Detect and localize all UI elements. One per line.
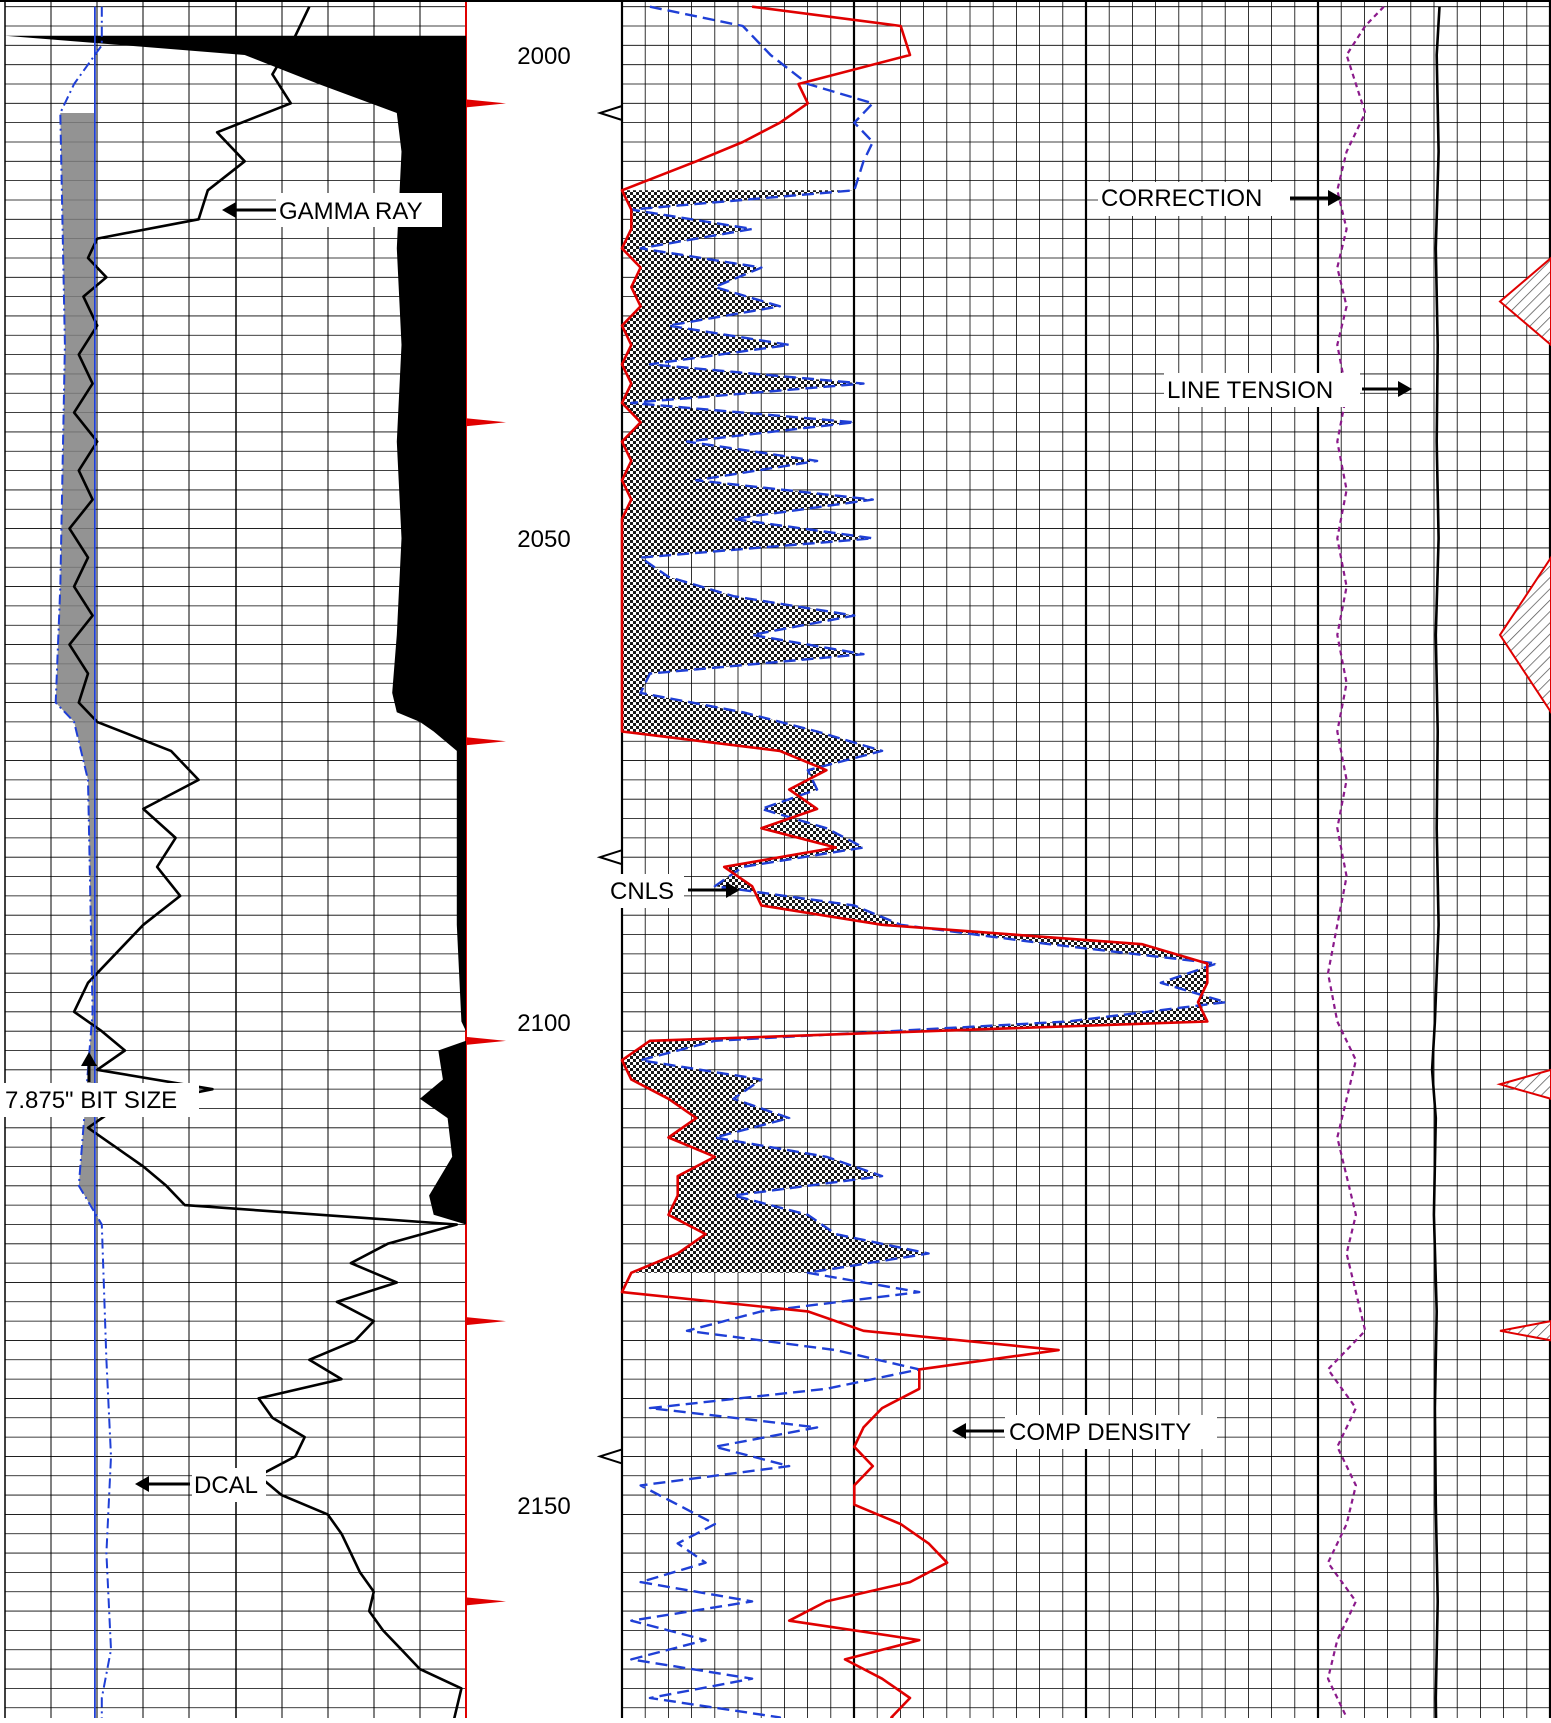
right-edge-fill-3 [1499, 1320, 1551, 1342]
cnls-callout: CNLS [608, 874, 740, 908]
depth-label-2100: 2100 [517, 1010, 570, 1037]
depth-labels: 2000 2050 2100 2150 [517, 43, 570, 1520]
cnls-curve [630, 5, 1227, 1723]
comp-density-label: COMP DENSITY [1009, 1419, 1191, 1446]
curves [54, 5, 1441, 1723]
red-depth-marker [466, 99, 506, 108]
red-depth-marker [466, 418, 506, 427]
right-edge-fill-2 [1496, 1068, 1551, 1100]
black-depth-marker [596, 1448, 623, 1465]
red-depth-marker [466, 737, 506, 746]
dcal-callout: DCAL [135, 1468, 266, 1502]
depth-label-2000: 2000 [517, 43, 570, 70]
red-depth-marker [466, 1597, 506, 1606]
correction-label: CORRECTION [1101, 185, 1262, 212]
red-depth-marker [466, 1317, 506, 1326]
line_tension-curve [1430, 6, 1441, 1723]
depth-label-2050: 2050 [517, 526, 570, 553]
bit-size-label: 7.875" BIT SIZE [5, 1087, 177, 1114]
right-edge-fill-1 [1498, 555, 1551, 715]
correction-curve [1326, 5, 1385, 1723]
depth-markers [466, 99, 623, 1606]
track2-grid [620, 0, 1551, 1718]
callouts: GAMMA RAY 7.875" BIT SIZE DCAL CNLS [3, 182, 1412, 1502]
gamma-ray-callout: GAMMA RAY [222, 193, 442, 227]
comp_density-curve [620, 5, 1209, 1723]
line-tension-label: LINE TENSION [1167, 377, 1333, 404]
caliper-fill [55, 113, 102, 1225]
crossover-fill [622, 190, 1226, 1273]
dcal-curve [54, 6, 112, 1723]
depth-label-2150: 2150 [517, 1493, 570, 1520]
right-edge-fill-0 [1498, 256, 1551, 347]
bit-size-callout: 7.875" BIT SIZE [3, 1052, 199, 1117]
fills [5, 35, 1551, 1342]
black-depth-marker [596, 849, 623, 866]
line-tension-callout: LINE TENSION [1164, 373, 1412, 407]
gamma-ray-label: GAMMA RAY [279, 198, 423, 225]
gamma_ray-curve [68, 6, 463, 1723]
red-depth-marker [466, 1036, 506, 1045]
comp-density-callout: COMP DENSITY [952, 1415, 1217, 1449]
resistivity-fill [5, 35, 466, 1225]
dcal-label: DCAL [194, 1472, 258, 1499]
black-depth-marker [596, 105, 623, 121]
cnls-label: CNLS [610, 878, 674, 905]
correction-callout: CORRECTION [1098, 182, 1342, 216]
